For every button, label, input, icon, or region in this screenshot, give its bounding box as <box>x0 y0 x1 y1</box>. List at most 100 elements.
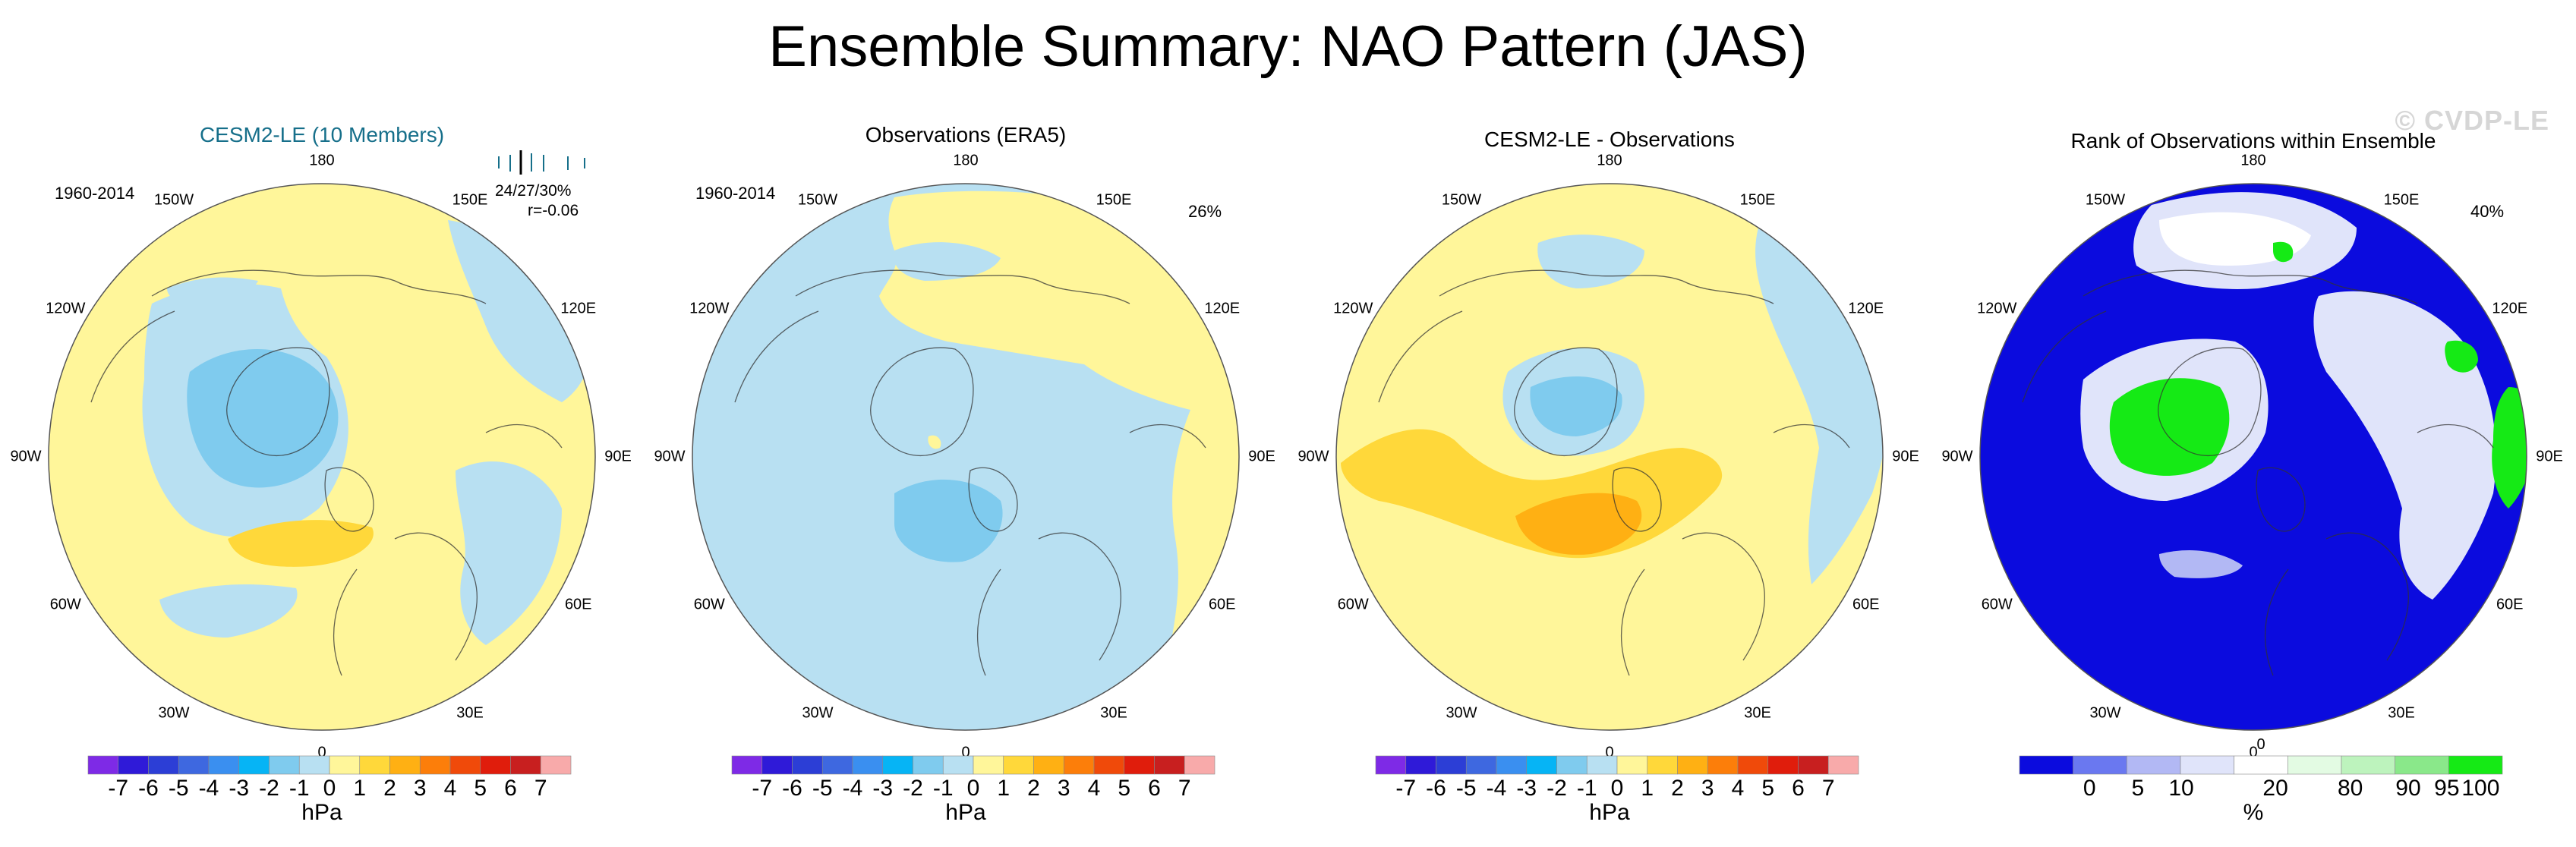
colorbar-label: 3 <box>1057 776 1070 801</box>
colorbar-label: 0 <box>2083 776 2096 801</box>
colorbar-label: 6 <box>504 776 517 801</box>
colorbar-label: -1 <box>932 776 954 801</box>
colorbar-swatch <box>389 755 421 775</box>
colorbar-label: 5 <box>2131 776 2145 801</box>
figure-title: Ensemble Summary: NAO Pattern (JAS) <box>768 14 1808 79</box>
colorbar-label: 6 <box>1792 776 1805 801</box>
map-border <box>692 183 1240 731</box>
percent-label: 26% <box>1188 202 1222 221</box>
polar-map <box>1335 183 1884 731</box>
colorbar-swatch <box>238 755 270 775</box>
colorbar-swatch <box>1003 755 1034 775</box>
colorbar-label: -4 <box>198 776 219 801</box>
longitude-label: 150E <box>1739 191 1776 209</box>
colorbar-label: 4 <box>443 776 457 801</box>
contour-region <box>1537 235 1644 288</box>
colorbar-swatch <box>731 755 763 775</box>
panel-observations: Observations (ERA5) 1960-2014 26% 180 150… <box>644 114 1288 847</box>
colorbar-label: 5 <box>1761 776 1775 801</box>
longitude-label: 90W <box>10 448 42 465</box>
colorbar-swatch <box>1767 755 1799 775</box>
percent-label: 40% <box>2470 202 2505 221</box>
longitude-label: 60W <box>693 596 725 613</box>
watermark-text: © CVDP-LE <box>2395 105 2549 136</box>
colorbar-swatch <box>1798 755 1829 775</box>
colorbar-swatch <box>2395 755 2449 775</box>
longitude-label: 60W <box>49 596 81 613</box>
colorbar-unit: hPa <box>301 800 342 825</box>
contour-region <box>187 349 339 488</box>
colorbar-label: -6 <box>138 776 159 801</box>
longitude-label: 150E <box>1096 191 1132 209</box>
colorbar-label: 95 <box>2434 776 2460 801</box>
longitude-label: 60E <box>2496 596 2524 613</box>
colorbar-swatch <box>148 755 179 775</box>
colorbar-label: 7 <box>534 776 547 801</box>
colorbar-swatch <box>792 755 823 775</box>
contour-region <box>879 190 1239 691</box>
contour-region <box>2159 212 2311 266</box>
period-label: 1960-2014 <box>55 184 135 203</box>
colorbar-swatch <box>1436 755 1467 775</box>
colorbar-label: -5 <box>168 776 189 801</box>
colorbar-swatch <box>2234 755 2288 775</box>
colorbar-swatch <box>2073 755 2127 775</box>
colorbar-swatch <box>2288 755 2342 775</box>
colorbar-swatch <box>269 755 300 775</box>
colorbar-unit: hPa <box>1589 800 1630 825</box>
longitude-label: 150W <box>1441 191 1482 209</box>
colorbar-swatch <box>449 755 481 775</box>
colorbar-label: -3 <box>872 776 894 801</box>
colorbar-label: 0 <box>1610 776 1624 801</box>
colorbar-swatch <box>1063 755 1095 775</box>
longitude-label: 90E <box>1892 448 1919 465</box>
colorbar-swatch <box>852 755 884 775</box>
colorbar-swatch <box>1465 755 1497 775</box>
colorbar-swatch <box>1154 755 1185 775</box>
colorbar-label: 10 <box>2168 776 2194 801</box>
longitude-label: 120E <box>1848 300 1884 317</box>
colorbar-swatch <box>1124 755 1155 775</box>
colorbar-swatch <box>2448 755 2503 775</box>
colorbar-label: 80 <box>2337 776 2363 801</box>
panel-title: CESM2-LE - Observations <box>1484 128 1735 151</box>
colorbar-swatch <box>329 755 361 775</box>
longitude-label: 150W <box>797 191 838 209</box>
longitude-label: 150E <box>452 191 488 209</box>
colorbar-label: -7 <box>752 776 773 801</box>
longitude-label: 60E <box>564 596 592 613</box>
contour-region <box>2109 378 2230 476</box>
longitude-label: 30W <box>158 704 190 722</box>
longitude-label: 0 <box>317 744 326 761</box>
colorbar-swatch <box>1405 755 1436 775</box>
coastline <box>90 269 563 676</box>
longitude-label: 180 <box>309 152 335 169</box>
colorbar-swatch <box>882 755 913 775</box>
colorbar-label: 2 <box>383 776 396 801</box>
colorbar-swatch <box>510 755 541 775</box>
polar-map <box>692 183 1240 731</box>
contour-region <box>2273 241 2294 263</box>
colorbar-label: 5 <box>1118 776 1131 801</box>
panel-title: CESM2-LE (10 Members) <box>199 123 445 146</box>
map-border <box>48 183 596 731</box>
contour-region <box>159 584 298 638</box>
colorbar-label: 5 <box>474 776 487 801</box>
contour-region <box>1515 493 1642 555</box>
longitude-label: 30E <box>456 704 484 722</box>
contour-region <box>228 520 374 567</box>
longitude-label: 120E <box>560 300 597 317</box>
colorbar-label: -3 <box>229 776 250 801</box>
longitude-label: 120W <box>1977 300 2017 317</box>
colorbar-label: 0 <box>323 776 336 801</box>
colorbar-swatch <box>1184 755 1215 775</box>
colorbar <box>87 755 572 775</box>
colorbar-label: 4 <box>1087 776 1101 801</box>
colorbar-unit: hPa <box>945 800 986 825</box>
colorbar-swatch <box>1526 755 1557 775</box>
colorbar-label: 90 <box>2395 776 2421 801</box>
colorbar-label: 2 <box>1671 776 1684 801</box>
variance-stats: 24/27/30% <box>495 182 572 200</box>
colorbar-swatch <box>913 755 944 775</box>
longitude-label: 90W <box>654 448 686 465</box>
